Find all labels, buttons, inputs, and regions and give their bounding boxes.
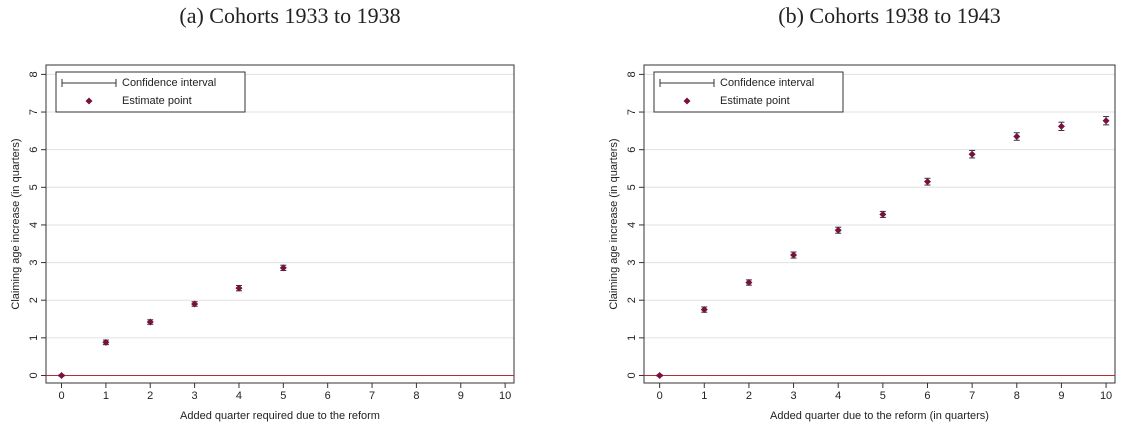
chart-title: (b) Cohorts 1938 to 1943 bbox=[778, 3, 1000, 28]
estimate-point bbox=[790, 251, 798, 259]
y-tick-label: 7 bbox=[626, 109, 638, 115]
x-tick-label: 9 bbox=[1058, 390, 1064, 402]
x-tick-label: 2 bbox=[147, 390, 153, 402]
x-tick-label: 3 bbox=[192, 390, 198, 402]
y-tick-label: 2 bbox=[28, 297, 40, 303]
y-tick-label: 0 bbox=[626, 372, 638, 378]
legend-symbol bbox=[683, 97, 691, 105]
legend-label: Estimate point bbox=[122, 95, 192, 107]
x-tick-label: 8 bbox=[413, 390, 419, 402]
x-tick-label: 0 bbox=[657, 390, 663, 402]
y-axis-label: Claiming age increase (in quarters) bbox=[608, 138, 620, 309]
x-tick-label: 8 bbox=[1014, 390, 1020, 402]
x-tick-label: 3 bbox=[790, 390, 796, 402]
estimate-point bbox=[191, 300, 199, 308]
x-tick-label: 5 bbox=[880, 390, 886, 402]
legend-label: Estimate point bbox=[720, 95, 790, 107]
x-tick-label: 2 bbox=[746, 390, 752, 402]
x-tick-label: 7 bbox=[969, 390, 975, 402]
x-axis-label: Added quarter required due to the reform bbox=[180, 410, 380, 422]
x-tick-label: 9 bbox=[458, 390, 464, 402]
x-tick-label: 4 bbox=[835, 390, 841, 402]
x-tick-label: 7 bbox=[369, 390, 375, 402]
y-tick-label: 0 bbox=[28, 372, 40, 378]
x-tick-label: 5 bbox=[280, 390, 286, 402]
y-axis-label: Claiming age increase (in quarters) bbox=[10, 138, 22, 309]
y-tick-label: 6 bbox=[28, 147, 40, 153]
legend-symbol bbox=[85, 97, 93, 105]
chart-title: (a) Cohorts 1933 to 1938 bbox=[179, 3, 400, 28]
y-tick-label: 6 bbox=[626, 147, 638, 153]
estimate-point bbox=[656, 371, 664, 379]
plot-frame bbox=[45, 64, 515, 384]
legend-box bbox=[55, 71, 246, 113]
x-axis-label: Added quarter due to the reform (in quar… bbox=[770, 410, 989, 422]
estimate-point bbox=[235, 284, 243, 292]
y-tick-label: 4 bbox=[28, 222, 40, 228]
estimate-point bbox=[146, 318, 154, 326]
x-tick-label: 0 bbox=[58, 390, 64, 402]
y-tick-label: 3 bbox=[28, 260, 40, 266]
x-tick-label: 10 bbox=[499, 390, 511, 402]
estimate-point bbox=[1013, 133, 1021, 141]
y-tick-label: 3 bbox=[626, 260, 638, 266]
legend-label: Confidence interval bbox=[720, 77, 814, 89]
estimate-point bbox=[923, 178, 931, 186]
estimate-point bbox=[102, 338, 110, 346]
x-tick-label: 1 bbox=[701, 390, 707, 402]
y-tick-label: 8 bbox=[28, 71, 40, 77]
y-tick-label: 7 bbox=[28, 109, 40, 115]
estimate-point bbox=[834, 226, 842, 234]
legend-label: Confidence interval bbox=[122, 77, 216, 89]
estimate-point bbox=[1057, 122, 1065, 130]
y-tick-label: 8 bbox=[626, 71, 638, 77]
estimate-point bbox=[1102, 117, 1110, 125]
x-tick-label: 4 bbox=[236, 390, 242, 402]
estimate-point bbox=[700, 306, 708, 314]
estimate-point bbox=[968, 150, 976, 158]
y-tick-label: 4 bbox=[626, 222, 638, 228]
x-tick-label: 10 bbox=[1100, 390, 1112, 402]
y-tick-label: 5 bbox=[28, 184, 40, 190]
x-tick-label: 6 bbox=[325, 390, 331, 402]
y-tick-label: 1 bbox=[626, 335, 638, 341]
estimate-point bbox=[879, 210, 887, 218]
y-tick-label: 5 bbox=[626, 184, 638, 190]
x-tick-label: 1 bbox=[103, 390, 109, 402]
estimate-point bbox=[279, 264, 287, 272]
estimate-point bbox=[58, 371, 66, 379]
legend-box bbox=[653, 71, 844, 113]
y-tick-label: 1 bbox=[28, 335, 40, 341]
estimate-point bbox=[745, 279, 753, 287]
x-tick-label: 6 bbox=[924, 390, 930, 402]
plot-frame bbox=[643, 64, 1116, 384]
y-tick-label: 2 bbox=[626, 297, 638, 303]
